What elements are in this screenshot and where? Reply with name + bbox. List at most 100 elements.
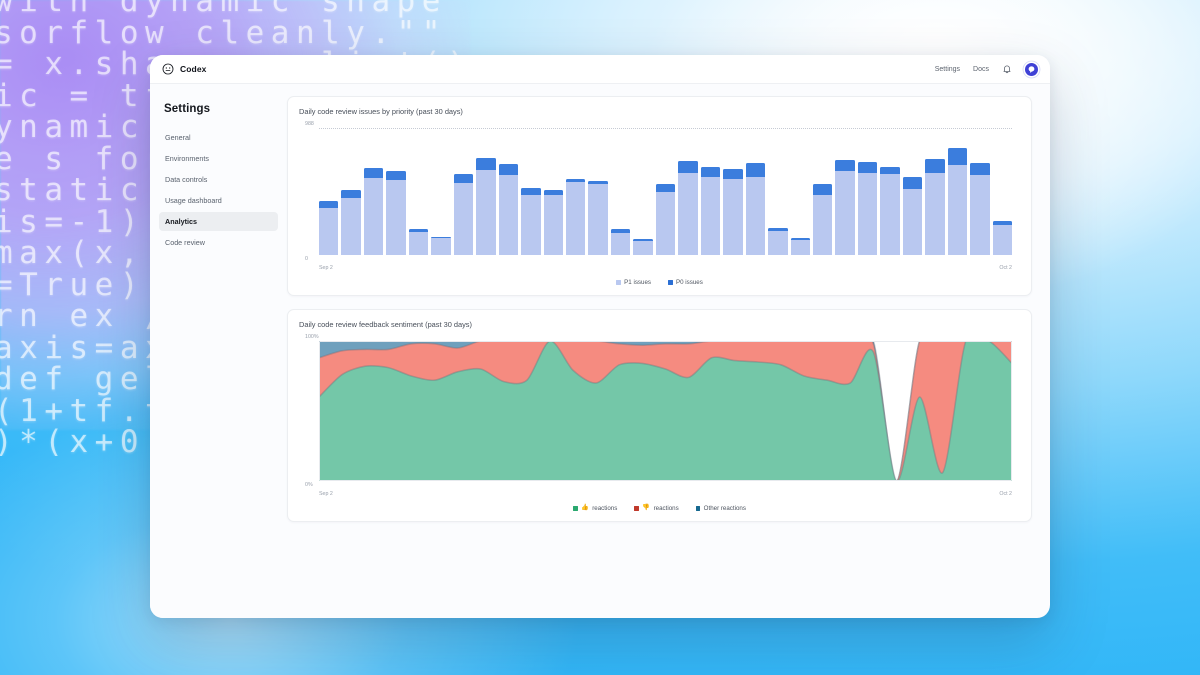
app-body: Settings General Environments Data contr… [150, 84, 1050, 618]
bar-column[interactable] [319, 128, 339, 255]
bar-segment-p0 [768, 227, 788, 232]
bar-column[interactable] [700, 128, 721, 255]
bar-column[interactable] [678, 128, 698, 255]
bar-column[interactable] [745, 128, 766, 255]
bar-segment-p0 [700, 166, 721, 178]
bar-column[interactable] [431, 128, 451, 255]
x-axis-last-label-area: Oct 2 [999, 491, 1012, 497]
sidebar-item-environments[interactable]: Environments [165, 154, 209, 163]
legend-item-p0-issues[interactable]: P0 issues [668, 279, 703, 286]
area-chart-plot: 100% 0% Sep 2 Oct 2 [299, 334, 1020, 497]
bar-column[interactable] [812, 128, 833, 255]
sidebar-item-code-review[interactable]: Code review [165, 238, 205, 247]
bar-column[interactable] [835, 128, 855, 255]
legend-item-thumbsdown-reactions[interactable]: 👎 reactions [634, 505, 679, 512]
legend-item-thumbsup-reactions[interactable]: 👍 reactions [573, 505, 617, 512]
card-issues-by-priority: Daily code review issues by priority (pa… [287, 96, 1032, 296]
bar-segment-p0 [565, 179, 586, 182]
bar-column[interactable] [790, 128, 810, 255]
bar-segment-p0 [476, 157, 496, 171]
topnav-link-settings[interactable]: Settings [934, 65, 961, 73]
brand-name: Codex [180, 64, 207, 74]
sidebar-item-general[interactable]: General [165, 133, 191, 142]
bar-segment-p0 [790, 237, 810, 240]
bar-segment-p0 [947, 148, 968, 166]
codex-logo-icon [162, 63, 174, 75]
bar-column[interactable] [521, 128, 541, 255]
legend-label-thumbsdown: reactions [653, 505, 679, 512]
bar-column[interactable] [925, 128, 945, 255]
bar-segment-p1 [543, 194, 563, 255]
bar-column[interactable] [363, 128, 384, 255]
legend-label-other: Other reactions [703, 505, 746, 512]
legend-item-p1-issues[interactable]: P1 issues [616, 279, 651, 286]
legend-item-other-reactions[interactable]: Other reactions [695, 505, 746, 512]
gridline-top [319, 128, 1012, 129]
bar-column[interactable] [453, 128, 474, 255]
bar-segment-p0 [835, 159, 855, 172]
bar-column[interactable] [880, 128, 900, 255]
bar-column[interactable] [498, 128, 519, 255]
y-axis-max-label-pct: 100% [305, 334, 319, 340]
bar-segment-p0 [723, 168, 743, 179]
bar-column[interactable] [610, 128, 631, 255]
sidebar-item-analytics[interactable]: Analytics [159, 212, 278, 231]
bar-column[interactable] [902, 128, 923, 255]
bar-segment-p1 [880, 174, 900, 255]
bar-column[interactable] [992, 128, 1013, 255]
bar-segment-p0 [521, 187, 541, 195]
legend-swatch-thumbsup [573, 506, 578, 511]
bar-segment-p1 [521, 194, 541, 255]
bar-segment-p0 [408, 228, 429, 232]
bar-column[interactable] [970, 128, 990, 255]
top-bar-actions: Settings Docs [934, 62, 1038, 76]
bar-segment-p1 [655, 192, 676, 255]
bar-column[interactable] [947, 128, 968, 255]
sidebar-item-data-controls[interactable]: Data controls [165, 175, 208, 184]
y-axis-min-label: 0 [305, 256, 308, 262]
bar-column[interactable] [723, 128, 743, 255]
notification-bell-icon[interactable] [1002, 64, 1012, 74]
bar-segment-p1 [565, 181, 586, 255]
bar-segment-p1 [453, 183, 474, 255]
app-top-bar: Codex Settings Docs [150, 55, 1050, 84]
user-avatar[interactable] [1025, 62, 1038, 76]
topnav-link-docs[interactable]: Docs [973, 65, 989, 73]
bar-column[interactable] [476, 128, 496, 255]
bar-segment-p0 [363, 168, 384, 178]
bar-segment-p0 [655, 183, 676, 193]
x-axis-last-label: Oct 2 [999, 265, 1012, 271]
sidebar-item-usage-dashboard[interactable]: Usage dashboard [165, 196, 222, 205]
bar-segment-p1 [476, 170, 496, 255]
bar-segment-p0 [498, 164, 519, 176]
bar-column[interactable] [386, 128, 406, 255]
bar-segment-p1 [947, 165, 968, 255]
bar-segment-p1 [790, 239, 810, 255]
bar-segment-p0 [925, 158, 945, 173]
bar-segment-p0 [857, 162, 878, 173]
x-axis-first-label-area: Sep 2 [319, 491, 333, 497]
bar-segment-p1 [588, 183, 608, 255]
area-band-thumbsup-reactions [319, 341, 1012, 481]
bar-segment-p1 [902, 189, 923, 255]
bar-segment-p0 [610, 228, 631, 233]
brand[interactable]: Codex [162, 63, 206, 75]
x-axis-first-label: Sep 2 [319, 265, 333, 271]
bar-segment-p1 [992, 225, 1013, 255]
bar-column[interactable] [565, 128, 586, 255]
bar-segment-p1 [341, 198, 361, 255]
bar-column[interactable] [588, 128, 608, 255]
bar-column[interactable] [857, 128, 878, 255]
bar-column[interactable] [655, 128, 676, 255]
bar-segment-p0 [431, 236, 451, 239]
bar-column[interactable] [543, 128, 563, 255]
bar-segment-p1 [408, 231, 429, 255]
bar-segment-p1 [768, 231, 788, 255]
bar-column[interactable] [768, 128, 788, 255]
bar-column[interactable] [341, 128, 361, 255]
bar-column[interactable] [408, 128, 429, 255]
bar-segment-p0 [812, 183, 833, 195]
bar-column[interactable] [633, 128, 653, 255]
legend-swatch-thumbsdown [634, 506, 639, 511]
chart-title-issues: Daily code review issues by priority (pa… [299, 107, 463, 116]
